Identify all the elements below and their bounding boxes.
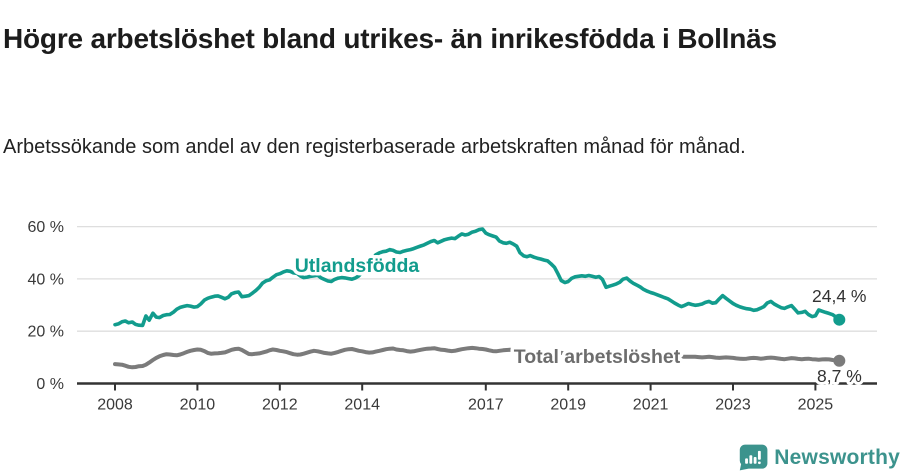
series-line-total-arbetsloshet [113, 345, 842, 370]
y-tick-label-60: 60 % [28, 219, 64, 236]
chart-subtitle: Arbetssökande som andel av den registerb… [3, 136, 746, 158]
x-tick-label-2019: 2019 [550, 397, 586, 414]
y-tick-label-20: 20 % [28, 324, 64, 341]
brand-name: Newsworthy [774, 445, 900, 469]
footer-brand: Newsworthy [738, 441, 900, 474]
x-tick-label-2008: 2008 [97, 397, 133, 414]
series-label-total-arbetsloshet: Total arbetslöshet [514, 346, 681, 368]
newsworthy-logo-icon [739, 444, 768, 471]
series-label-utlandsfodda: Utlandsfödda [295, 255, 420, 277]
end-dot-total-arbetsloshet [833, 354, 846, 367]
x-tick-label-2017: 2017 [468, 397, 504, 414]
page-title: Högre arbetslöshet bland utrikes- än inr… [3, 22, 777, 54]
x-tick-label-2014: 2014 [344, 397, 380, 414]
end-value-label-utlandsfodda: 24,4 % [812, 286, 866, 306]
end-value-label-total-arbetsloshet: 8,7 % [817, 366, 862, 386]
x-tick-label-2010: 2010 [180, 397, 216, 414]
y-tick-label-40: 40 % [28, 271, 64, 288]
series-line-utlandsfodda [113, 227, 842, 328]
x-tick-label-2021: 2021 [633, 397, 669, 414]
y-tick-label-0: 0 % [36, 376, 64, 393]
unemployment-line-chart: 0 % 20 % 40 % 60 % 2008 2010 2012 2014 2017 2019 2… [28, 219, 877, 414]
x-tick-label-2023: 2023 [715, 397, 751, 414]
end-dot-utlandsfodda [833, 313, 846, 326]
x-tick-label-2025: 2025 [798, 397, 834, 414]
x-tick-label-2012: 2012 [262, 397, 298, 414]
